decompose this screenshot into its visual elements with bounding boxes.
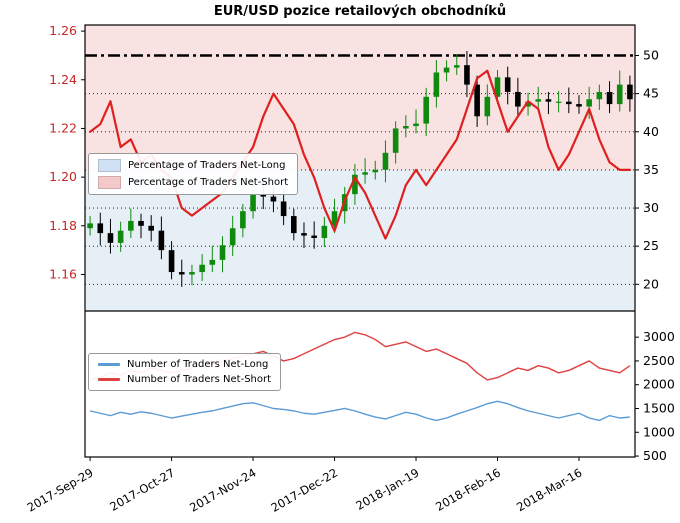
svg-text:1.26: 1.26 bbox=[49, 23, 77, 38]
legend-item-net-long-count: Number of Traders Net-Long bbox=[98, 359, 271, 370]
net-long-fill-swatch bbox=[98, 159, 121, 172]
svg-text:1.16: 1.16 bbox=[49, 266, 77, 281]
legend-item-net-short-count: Number of Traders Net-Short bbox=[98, 374, 271, 385]
legend-item-net-short-pct: Percentage of Traders Net-Short bbox=[98, 176, 288, 189]
svg-text:2018-Mar-16: 2018-Mar-16 bbox=[514, 465, 584, 514]
svg-text:1000: 1000 bbox=[643, 424, 675, 439]
svg-text:1.24: 1.24 bbox=[49, 72, 77, 87]
legend-item-net-long-pct: Percentage of Traders Net-Long bbox=[98, 159, 288, 172]
svg-text:2000: 2000 bbox=[643, 377, 675, 392]
legend-counts: Number of Traders Net-Long Number of Tra… bbox=[88, 353, 282, 391]
legend-label-net-long-pct: Percentage of Traders Net-Long bbox=[128, 160, 286, 171]
svg-text:50: 50 bbox=[643, 48, 659, 63]
svg-text:2018-Feb-16: 2018-Feb-16 bbox=[433, 465, 503, 513]
svg-text:25: 25 bbox=[643, 238, 659, 253]
svg-text:30: 30 bbox=[643, 200, 659, 215]
net-short-fill-swatch bbox=[98, 176, 121, 189]
svg-text:2017-Sep-29: 2017-Sep-29 bbox=[25, 465, 96, 514]
svg-text:35: 35 bbox=[643, 162, 659, 177]
svg-text:40: 40 bbox=[643, 124, 659, 139]
svg-text:3000: 3000 bbox=[643, 329, 675, 344]
svg-text:500: 500 bbox=[643, 448, 667, 463]
legend-label-net-long-count: Number of Traders Net-Long bbox=[127, 359, 269, 370]
svg-text:1.18: 1.18 bbox=[49, 218, 77, 233]
svg-text:2018-Jan-19: 2018-Jan-19 bbox=[353, 465, 421, 512]
svg-text:1500: 1500 bbox=[643, 400, 675, 415]
legend-percentage: Percentage of Traders Net-Long Percentag… bbox=[88, 153, 299, 195]
net-short-line-swatch bbox=[98, 378, 120, 381]
svg-text:20: 20 bbox=[643, 276, 659, 291]
svg-text:1.20: 1.20 bbox=[49, 169, 77, 184]
svg-text:2017-Dec-22: 2017-Dec-22 bbox=[269, 465, 340, 514]
svg-text:2017-Nov-24: 2017-Nov-24 bbox=[187, 465, 258, 514]
svg-text:2017-Oct-27: 2017-Oct-27 bbox=[107, 465, 177, 513]
svg-text:2500: 2500 bbox=[643, 353, 675, 368]
svg-text:45: 45 bbox=[643, 86, 659, 101]
legend-label-net-short-pct: Percentage of Traders Net-Short bbox=[128, 177, 289, 188]
legend-label-net-short-count: Number of Traders Net-Short bbox=[127, 374, 272, 385]
net-long-line-swatch bbox=[98, 363, 120, 366]
chart-title: EUR/USD pozice retailových obchodníků bbox=[213, 4, 507, 19]
svg-text:1.22: 1.22 bbox=[49, 120, 77, 135]
